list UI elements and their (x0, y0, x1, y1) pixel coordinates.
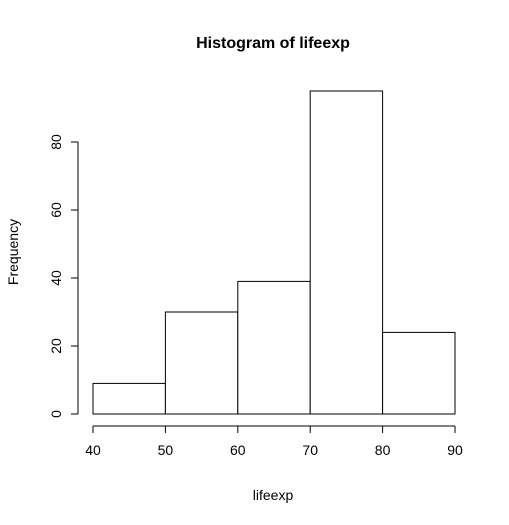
histogram-bar-40-50 (92, 382, 166, 415)
chart-title: Histogram of lifeexp (196, 35, 350, 52)
histogram-bar-60-70 (237, 280, 311, 415)
y-axis-label: Frequency (5, 219, 21, 285)
x-tick-label: 90 (447, 442, 463, 458)
x-axis: 40 50 60 70 80 90 (85, 425, 463, 458)
x-axis-label: lifeexp (253, 487, 294, 503)
y-tick-label: 60 (48, 202, 64, 218)
x-tick-label: 70 (302, 442, 318, 458)
bars-group (92, 90, 456, 415)
y-tick-label: 80 (48, 134, 64, 150)
histogram-bar-50-60 (164, 311, 239, 415)
y-tick-label: 0 (48, 410, 64, 418)
y-axis: 0 20 40 60 80 (48, 134, 79, 418)
x-tick-label: 50 (158, 442, 174, 458)
y-tick-label: 20 (48, 338, 64, 354)
x-tick-label: 80 (375, 442, 391, 458)
histogram-bar-70-80 (309, 90, 384, 415)
y-tick-label: 40 (48, 270, 64, 286)
histogram-bar-80-90 (382, 331, 456, 415)
x-tick-label: 60 (230, 442, 246, 458)
x-tick-label: 40 (85, 442, 101, 458)
